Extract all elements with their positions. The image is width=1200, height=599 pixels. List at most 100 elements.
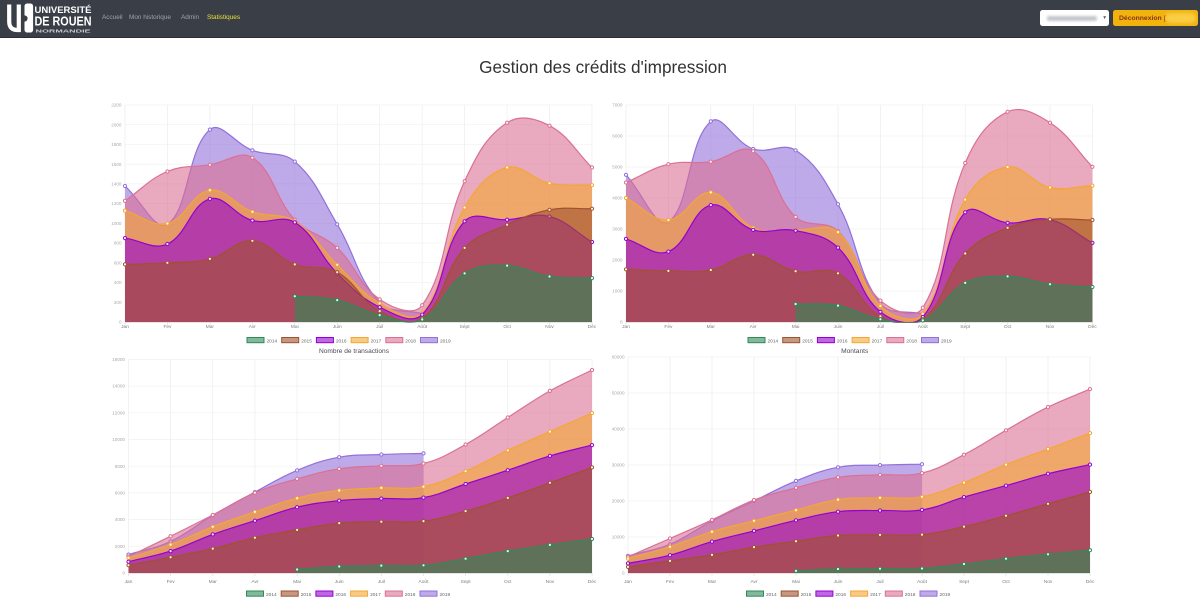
svg-text:Août: Août xyxy=(417,324,428,330)
svg-text:200: 200 xyxy=(114,300,122,305)
svg-text:10000: 10000 xyxy=(112,437,125,442)
svg-text:800: 800 xyxy=(114,241,122,246)
svg-text:Mar: Mar xyxy=(707,324,716,330)
svg-text:1600: 1600 xyxy=(111,162,122,167)
svg-text:3000: 3000 xyxy=(612,227,623,232)
svg-text:Oct: Oct xyxy=(1004,324,1012,330)
svg-text:2014: 2014 xyxy=(266,592,277,598)
svg-text:20000: 20000 xyxy=(612,499,625,504)
svg-text:2018: 2018 xyxy=(905,592,916,598)
svg-text:Mai: Mai xyxy=(293,579,301,585)
svg-text:14000: 14000 xyxy=(112,384,125,389)
svg-text:50000: 50000 xyxy=(612,391,625,396)
svg-text:Mai: Mai xyxy=(792,579,800,585)
svg-text:12000: 12000 xyxy=(112,410,125,415)
svg-text:Jan: Jan xyxy=(624,579,632,585)
svg-text:DE ROUEN: DE ROUEN xyxy=(35,15,92,29)
svg-text:Mar: Mar xyxy=(206,324,215,330)
svg-text:Fev: Fev xyxy=(666,579,675,585)
svg-text:Oct: Oct xyxy=(504,579,512,585)
svg-text:Mar: Mar xyxy=(708,579,717,585)
svg-text:2200: 2200 xyxy=(111,103,122,108)
svg-text:1400: 1400 xyxy=(111,181,122,186)
svg-text:Avr: Avr xyxy=(249,324,257,330)
svg-text:Juin: Juin xyxy=(834,324,843,330)
svg-text:Août: Août xyxy=(917,579,928,585)
svg-text:Sept: Sept xyxy=(461,579,472,585)
svg-text:Mai: Mai xyxy=(291,324,299,330)
svg-text:30000: 30000 xyxy=(612,463,625,468)
svg-text:Nombre de transactions: Nombre de transactions xyxy=(319,348,390,355)
svg-text:2016: 2016 xyxy=(336,338,347,344)
svg-text:Juin: Juin xyxy=(335,579,344,585)
svg-text:Mai: Mai xyxy=(792,324,800,330)
svg-text:Fev: Fev xyxy=(664,324,673,330)
svg-text:6000: 6000 xyxy=(612,134,623,139)
svg-text:0: 0 xyxy=(122,571,125,576)
svg-text:Juil: Juil xyxy=(876,579,883,585)
svg-text:16000: 16000 xyxy=(112,357,125,362)
svg-text:Avr: Avr xyxy=(750,324,758,330)
svg-text:Sept: Sept xyxy=(959,579,970,585)
svg-text:Août: Août xyxy=(419,579,430,585)
svg-text:Juil: Juil xyxy=(376,324,383,330)
svg-text:5000: 5000 xyxy=(612,165,623,170)
svg-text:Juin: Juin xyxy=(834,579,843,585)
svg-text:Nov: Nov xyxy=(1046,324,1055,330)
svg-text:Oct: Oct xyxy=(1002,579,1010,585)
svg-text:2019: 2019 xyxy=(941,338,952,344)
svg-text:1000: 1000 xyxy=(612,289,623,294)
svg-text:2000: 2000 xyxy=(115,544,126,549)
svg-text:2017: 2017 xyxy=(870,592,881,598)
svg-text:0: 0 xyxy=(622,571,625,576)
svg-text:0: 0 xyxy=(119,320,122,325)
svg-text:Nov: Nov xyxy=(545,324,554,330)
svg-text:Déc: Déc xyxy=(1088,324,1097,330)
svg-text:Jan: Jan xyxy=(622,324,630,330)
svg-text:2018: 2018 xyxy=(405,592,416,598)
svg-text:0: 0 xyxy=(620,320,623,325)
svg-text:Nov: Nov xyxy=(546,579,555,585)
svg-text:2018: 2018 xyxy=(405,338,416,344)
svg-text:2018: 2018 xyxy=(906,338,917,344)
svg-text:2019: 2019 xyxy=(440,592,451,598)
svg-text:1000: 1000 xyxy=(111,221,122,226)
svg-text:UNIVERSITÉ: UNIVERSITÉ xyxy=(35,4,93,16)
svg-text:2017: 2017 xyxy=(370,592,381,598)
svg-text:Fev: Fev xyxy=(163,324,172,330)
svg-text:1800: 1800 xyxy=(111,142,122,147)
svg-text:Fev: Fev xyxy=(167,579,176,585)
svg-text:Jan: Jan xyxy=(121,324,129,330)
svg-text:2014: 2014 xyxy=(267,338,278,344)
svg-text:2000: 2000 xyxy=(612,258,623,263)
svg-text:Juil: Juil xyxy=(378,579,385,585)
svg-text:600: 600 xyxy=(114,260,122,265)
svg-text:4000: 4000 xyxy=(115,517,126,522)
svg-text:2015: 2015 xyxy=(802,338,813,344)
svg-text:6000: 6000 xyxy=(115,491,126,496)
svg-text:8000: 8000 xyxy=(115,464,126,469)
svg-text:Oct: Oct xyxy=(503,324,511,330)
svg-text:2017: 2017 xyxy=(872,338,883,344)
svg-text:2019: 2019 xyxy=(440,338,451,344)
svg-text:2019: 2019 xyxy=(940,592,951,598)
svg-text:10000: 10000 xyxy=(612,535,625,540)
svg-text:4000: 4000 xyxy=(612,196,623,201)
svg-text:60000: 60000 xyxy=(612,355,625,360)
svg-text:Mar: Mar xyxy=(209,579,218,585)
svg-text:Sept: Sept xyxy=(460,324,471,330)
svg-text:2016: 2016 xyxy=(335,592,346,598)
svg-text:Juin: Juin xyxy=(333,324,342,330)
svg-text:2015: 2015 xyxy=(301,592,312,598)
svg-text:Avr: Avr xyxy=(750,579,758,585)
svg-text:Déc: Déc xyxy=(588,579,597,585)
svg-text:2017: 2017 xyxy=(371,338,382,344)
svg-text:2016: 2016 xyxy=(837,338,848,344)
svg-text:Nov: Nov xyxy=(1044,579,1053,585)
svg-text:2016: 2016 xyxy=(835,592,846,598)
svg-text:Montants: Montants xyxy=(841,348,869,355)
svg-text:1200: 1200 xyxy=(111,201,122,206)
svg-text:Avr: Avr xyxy=(251,579,259,585)
svg-text:Juil: Juil xyxy=(877,324,884,330)
svg-text:2014: 2014 xyxy=(766,592,777,598)
